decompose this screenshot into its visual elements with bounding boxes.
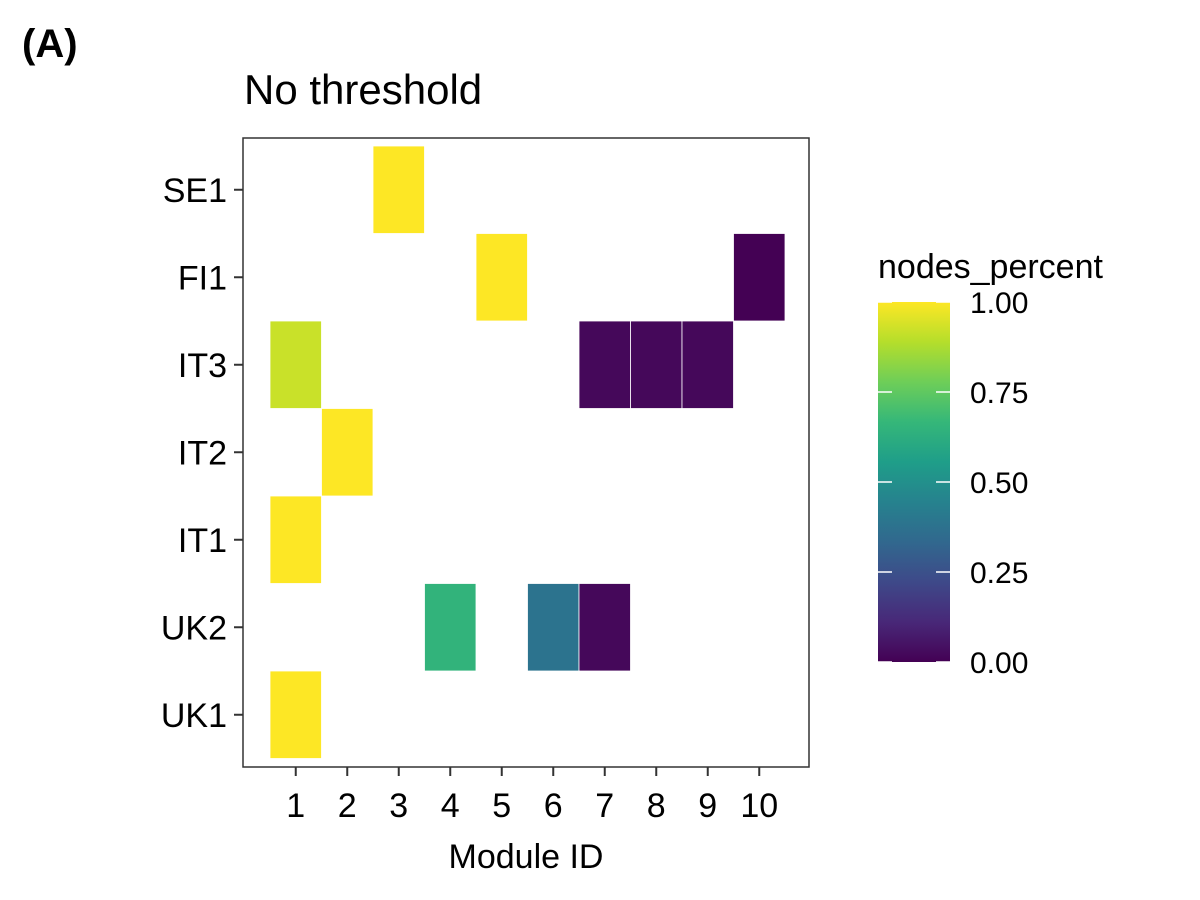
heatmap-cell-IT2-2 (321, 408, 374, 497)
legend-tick-label: 1.00 (970, 287, 1028, 320)
heatmap-cell-UK2-4 (424, 583, 477, 672)
heatmap-cell-UK2-7 (578, 583, 631, 672)
heatmap-cell-FI1-10 (733, 233, 786, 322)
legend-tick-label: 0.25 (970, 557, 1028, 590)
x-tick-label: 1 (286, 787, 305, 825)
x-tick-label: 9 (698, 787, 717, 825)
y-tick-label: SE1 (163, 172, 227, 210)
legend-tick-label: 0.00 (970, 647, 1028, 680)
y-tick-label: IT1 (178, 522, 227, 560)
x-tick-label: 6 (544, 787, 563, 825)
heatmap-cell-IT3-9 (681, 320, 734, 409)
axes: 1 2 3 4 5 6 7 8 9 10 UK1 UK2 IT1 IT2 IT3 FI1 SE1 (161, 172, 778, 825)
x-tick-label: 4 (441, 787, 460, 825)
heatmap-cell-UK2-6 (527, 583, 580, 672)
panel-label: (A) (22, 22, 78, 66)
x-tick-label: 10 (740, 787, 778, 825)
legend-tick-label: 0.50 (970, 467, 1028, 500)
heatmap-cell-FI1-5 (475, 233, 528, 322)
y-tick-label: UK1 (161, 697, 227, 735)
chart-title: No threshold (244, 66, 482, 113)
heatmap-cell-IT1-1 (269, 495, 322, 584)
heatmap-cell-IT3-8 (630, 320, 683, 409)
heatmap-cell-IT3-1 (269, 320, 322, 409)
color-legend: nodes_percent 0.00 0.25 0.50 0.75 1.00 (878, 248, 1104, 680)
heatmap-cell-IT3-7 (578, 320, 631, 409)
heatmap-cell-UK1-1 (269, 670, 322, 759)
x-tick-label: 2 (338, 787, 357, 825)
heatmap-cells (269, 145, 786, 759)
x-tick-label: 7 (595, 787, 614, 825)
x-axis-title: Module ID (449, 838, 604, 876)
x-tick-label: 8 (647, 787, 666, 825)
y-tick-label: IT2 (178, 434, 227, 472)
x-tick-label: 3 (389, 787, 408, 825)
y-tick-label: UK2 (161, 609, 227, 647)
y-tick-label: IT3 (178, 347, 227, 385)
y-tick-label: FI1 (178, 259, 227, 297)
legend-title: nodes_percent (878, 248, 1104, 286)
heatmap-cell-SE1-3 (372, 145, 425, 234)
x-tick-label: 5 (492, 787, 511, 825)
legend-tick-label: 0.75 (970, 377, 1028, 410)
